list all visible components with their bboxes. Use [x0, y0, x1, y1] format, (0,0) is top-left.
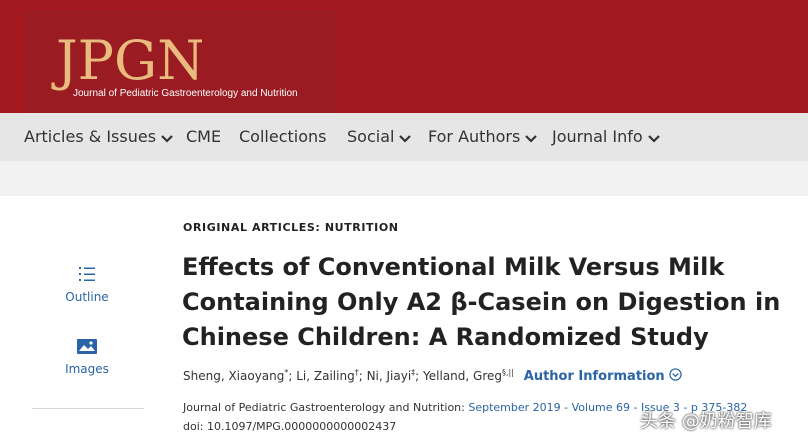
nav-label: Social: [347, 127, 395, 146]
article-section[interactable]: ORIGINAL ARTICLES: NUTRITION: [183, 221, 399, 234]
nav-label: For Authors: [428, 127, 521, 146]
author-affiliation-mark: §,||: [502, 368, 514, 377]
issue-link[interactable]: September 2019 - Volume 69 - Issue 3 - p…: [468, 401, 748, 414]
nav-label: Collections: [239, 127, 327, 146]
images-label: Images: [65, 362, 109, 376]
author-affiliation-mark: *: [284, 368, 289, 377]
citation-line: Journal of Pediatric Gastroenterology an…: [183, 401, 747, 414]
nav-cme[interactable]: CME: [186, 113, 221, 161]
nav-label: CME: [186, 127, 222, 146]
author-information-label: Author Information: [523, 369, 665, 384]
sub-nav-bar: [0, 161, 808, 196]
nav-collections[interactable]: Collections: [239, 113, 326, 161]
author-affiliation-mark: †: [354, 368, 359, 377]
journal-name: Journal of Pediatric Gastroenterology an…: [183, 401, 465, 414]
author-name[interactable]: Li, Zailing: [296, 369, 355, 383]
outline-label: Outline: [65, 290, 109, 304]
nav-label: Journal Info: [552, 127, 643, 146]
logo-subtitle: Journal of Pediatric Gastroenterology an…: [73, 88, 298, 99]
list-icon: [79, 267, 95, 281]
logo-text: JPGN: [56, 29, 205, 92]
chevron-down-icon: [161, 134, 173, 143]
chevron-circle-down-icon: [669, 368, 682, 381]
watermark: 头条 @奶粉智库: [640, 411, 772, 432]
nav-social[interactable]: Social: [347, 113, 412, 161]
nav-for-authors[interactable]: For Authors: [428, 113, 538, 161]
author-list: Sheng, Xiaoyang*; Li, Zailing†; Ni, Jiay…: [183, 368, 682, 384]
nav-articles-issues[interactable]: Articles & Issues: [24, 113, 174, 161]
chevron-down-icon: [399, 134, 412, 143]
author-name[interactable]: Yelland, Greg: [423, 369, 502, 383]
header-banner: JPGN Journal of Pediatric Gastroenterolo…: [0, 0, 808, 113]
main-nav: Articles & Issues CME Collections Social…: [0, 113, 808, 161]
outline-button[interactable]: Outline: [42, 266, 132, 304]
journal-logo[interactable]: JPGN Journal of Pediatric Gastroenterolo…: [24, 10, 336, 113]
image-icon: [77, 339, 97, 354]
images-button[interactable]: Images: [42, 339, 132, 376]
nav-journal-info[interactable]: Journal Info: [552, 113, 661, 161]
chevron-down-icon: [525, 134, 538, 143]
author-information-toggle[interactable]: Author Information: [523, 368, 682, 384]
nav-label: Articles & Issues: [24, 127, 157, 146]
chevron-down-icon: [647, 134, 660, 143]
author-affiliation-mark: ‡: [411, 368, 416, 377]
article-title: Effects of Conventional Milk Versus Milk…: [182, 253, 781, 351]
doi[interactable]: doi: 10.1097/MPG.0000000000002437: [183, 420, 397, 433]
sidebar-divider: [32, 408, 144, 409]
author-name[interactable]: Ni, Jiayi: [366, 369, 412, 383]
author-name[interactable]: Sheng, Xiaoyang: [183, 369, 285, 383]
